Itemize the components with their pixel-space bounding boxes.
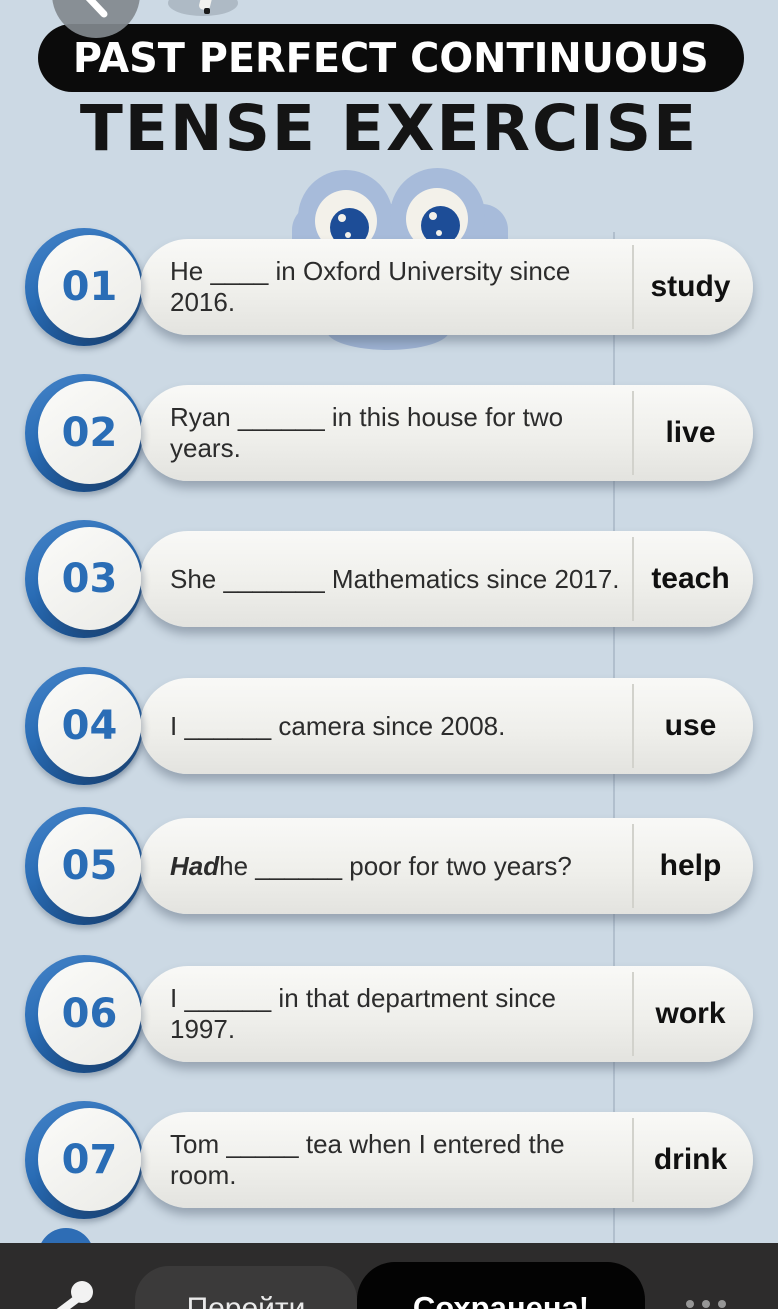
verb-hint: study xyxy=(650,270,731,303)
sentence-text: Tom _____ tea when I entered the room. xyxy=(170,1112,620,1208)
exercise-row-1: He ____ in Oxford University since 2016.… xyxy=(25,228,753,346)
decor-pencil-tip xyxy=(204,8,210,14)
ellipsis-icon xyxy=(718,1300,726,1308)
sentence-text: Ryan ______ in this house for two years. xyxy=(170,385,620,481)
row-number: 02 xyxy=(61,409,118,456)
verb-divider xyxy=(632,1118,634,1202)
sentence-text: She _______ Mathematics since 2017. xyxy=(170,531,620,627)
number-badge: 07 xyxy=(38,1108,141,1211)
sentence-body: She _______ Mathematics since 2017. xyxy=(170,563,620,594)
bottom-action-bar: Перейти Сохранена! xyxy=(0,1243,778,1309)
verb-divider xyxy=(632,684,634,768)
verb-hint: teach xyxy=(651,562,730,595)
sentence-pill: She _______ Mathematics since 2017. teac… xyxy=(140,531,753,627)
verb-hint: drink xyxy=(653,1143,728,1176)
row-number: 04 xyxy=(61,702,118,749)
sentence-body: I ______ camera since 2008. xyxy=(170,710,506,741)
exercise-row-4: I ______ camera since 2008. use 04 xyxy=(25,667,753,785)
verb-divider xyxy=(632,391,634,475)
sentence-text: He ____ in Oxford University since 2016. xyxy=(170,239,620,335)
number-badge: 02 xyxy=(38,381,141,484)
go-button[interactable]: Перейти xyxy=(135,1266,357,1309)
sentence-text: I ______ camera since 2008. xyxy=(170,678,620,774)
sentence-pill: Ryan ______ in this house for two years.… xyxy=(140,385,753,481)
number-badge: 06 xyxy=(38,962,141,1065)
ellipsis-icon xyxy=(686,1300,694,1308)
exercise-row-7: Tom _____ tea when I entered the room. d… xyxy=(25,1101,753,1219)
back-arrow-icon xyxy=(85,0,108,18)
exercise-row-2: Ryan ______ in this house for two years.… xyxy=(25,374,753,492)
sentence-text: I ______ in that department since 1997. xyxy=(170,966,620,1062)
row-number: 06 xyxy=(61,990,118,1037)
sentence-body: He ____ in Oxford University since 2016. xyxy=(170,256,571,317)
saved-button-label: Сохранена! xyxy=(412,1290,590,1309)
verb-divider xyxy=(632,824,634,908)
page-title: TENSE EXERCISE xyxy=(79,92,699,165)
verb-hint: help xyxy=(659,849,722,882)
sentence-text: Had he ______ poor for two years? xyxy=(170,818,620,914)
row-number: 05 xyxy=(61,842,118,889)
back-button[interactable] xyxy=(52,0,140,38)
go-button-label: Перейти xyxy=(186,1292,306,1309)
sentence-body: I ______ in that department since 1997. xyxy=(170,983,556,1044)
ellipsis-icon xyxy=(702,1300,710,1308)
number-badge: 04 xyxy=(38,674,141,777)
number-badge: 03 xyxy=(38,527,141,630)
verb-divider xyxy=(632,245,634,329)
row-number: 01 xyxy=(61,263,118,310)
sentence-pill: Had he ______ poor for two years? help xyxy=(140,818,753,914)
frog-pupil-right xyxy=(421,206,460,245)
verb-hint: live xyxy=(665,416,716,449)
sentence-pill: He ____ in Oxford University since 2016.… xyxy=(140,239,753,335)
sentence-body: Ryan ______ in this house for two years. xyxy=(170,402,564,463)
verb-divider xyxy=(632,537,634,621)
more-options-button[interactable] xyxy=(686,1300,734,1309)
number-badge: 01 xyxy=(38,235,141,338)
sentence-body: he ______ poor for two years? xyxy=(219,850,572,881)
sentence-pill: I ______ in that department since 1997. … xyxy=(140,966,753,1062)
row-number: 07 xyxy=(61,1136,118,1183)
exercise-row-6: I ______ in that department since 1997. … xyxy=(25,955,753,1073)
number-badge: 05 xyxy=(38,814,141,917)
saved-button[interactable]: Сохранена! xyxy=(357,1262,645,1309)
sentence-bold-prefix: Had xyxy=(170,850,220,881)
verb-divider xyxy=(632,972,634,1056)
sentence-pill: I ______ camera since 2008. use xyxy=(140,678,753,774)
share-button[interactable] xyxy=(26,1280,98,1309)
title-badge: PAST PERFECT CONTINUOUS xyxy=(38,24,744,92)
sentence-pill: Tom _____ tea when I entered the room. d… xyxy=(140,1112,753,1208)
verb-hint: work xyxy=(655,997,726,1030)
exercise-row-5: Had he ______ poor for two years? help 0… xyxy=(25,807,753,925)
verb-hint: use xyxy=(664,709,717,742)
sentence-body: Tom _____ tea when I entered the room. xyxy=(170,1129,565,1190)
share-icon xyxy=(56,1281,93,1309)
row-number: 03 xyxy=(61,555,118,602)
title-badge-text: PAST PERFECT CONTINUOUS xyxy=(73,34,709,82)
exercise-row-3: She _______ Mathematics since 2017. teac… xyxy=(25,520,753,638)
